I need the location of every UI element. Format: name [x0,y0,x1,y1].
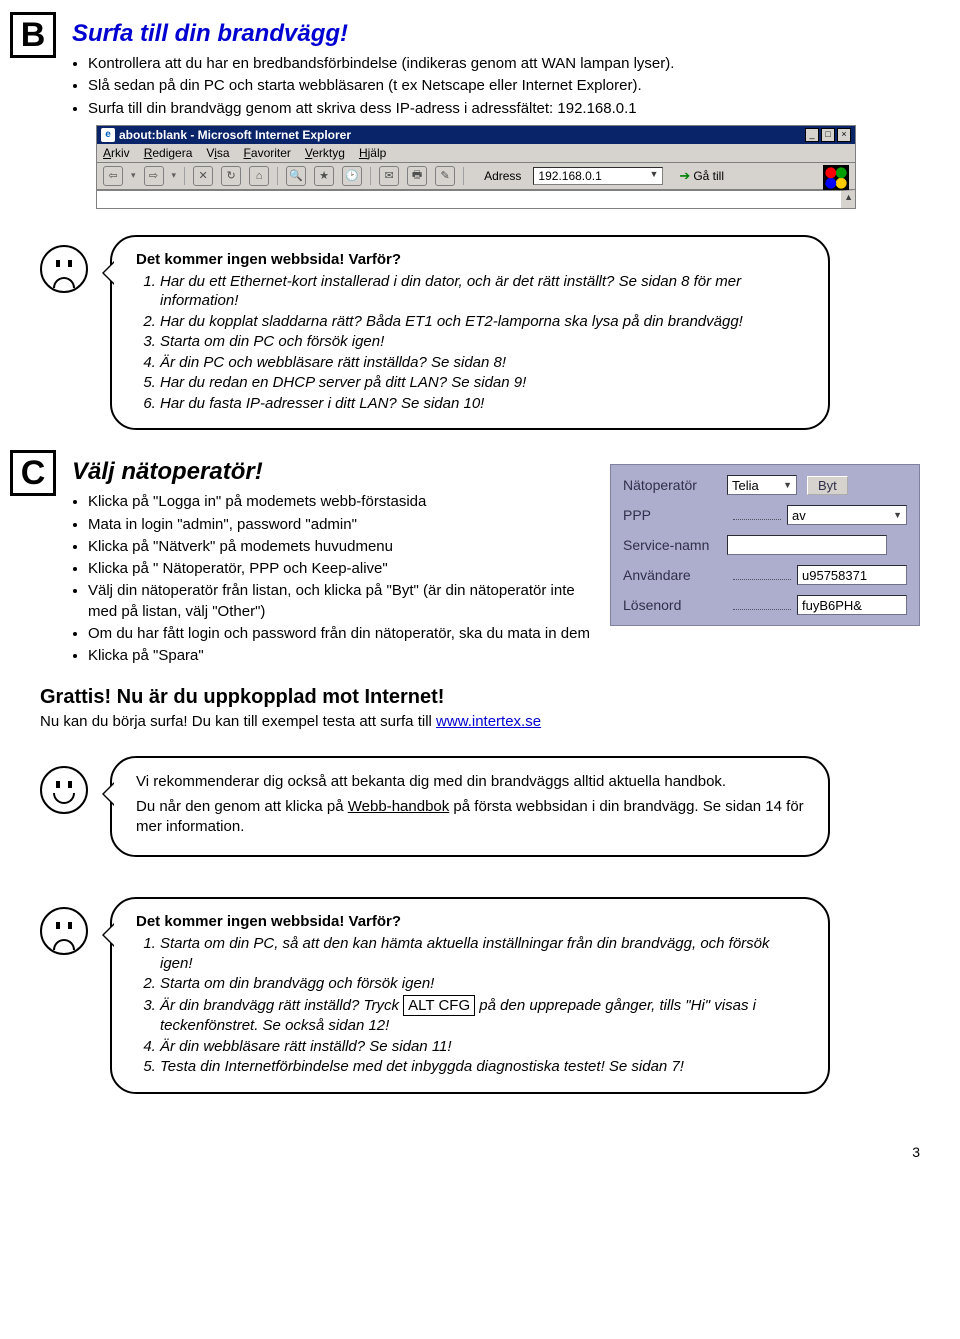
mail-icon[interactable]: ✉ [379,166,399,186]
bullet: Klicka på "Spara" [88,646,594,666]
menu-item[interactable]: Visa [206,146,229,160]
bullet: Slå sedan på din PC och starta webbläsar… [88,76,920,96]
change-button[interactable]: Byt [807,476,848,495]
search-icon[interactable]: 🔍 [286,166,306,186]
list-item: Är din PC och webbläsare rätt inställda?… [160,353,804,373]
bullet: Om du har fått login och password från d… [88,624,594,644]
troubleshoot-bubble-b: Det kommer ingen webbsida! Varför? Har d… [40,235,920,431]
list-item: Starta om din PC, så att den kan hämta a… [160,934,804,973]
bubble-heading: Det kommer ingen webbsida! Varför? [136,913,401,930]
bubble: Det kommer ingen webbsida! Varför? Start… [110,897,830,1094]
section-b-bullets: Kontrollera att du har en bredbandsförbi… [88,54,920,119]
bubble: Vi rekommenderar dig också att bekanta d… [110,756,830,857]
alt-cfg-key: ALT CFG [403,995,475,1017]
bullet: Klicka på "Nätverk" på modemets huvudmen… [88,537,594,557]
menu-item[interactable]: Redigera [144,146,193,160]
edit-icon[interactable]: ✎ [435,166,455,186]
back-icon[interactable]: ⇦ [103,166,123,186]
stop-icon[interactable]: ✕ [193,166,213,186]
netoperator-form: Nätoperatör Telia Byt PPP av Service-nam… [610,464,920,626]
happy-face-icon [40,766,88,814]
section-letter-b: B [10,12,56,58]
section-c-bullets: Klicka på "Logga in" på modemets webb-fö… [88,492,594,666]
bullet: Välj din nätoperatör från listan, och kl… [88,581,594,622]
menu-item[interactable]: Favoriter [244,146,291,160]
windows-logo-icon [823,165,849,191]
form-label: Service-namn [623,537,727,553]
bullet: Kontrollera att du har en bredbandsförbi… [88,54,920,74]
form-label: Nätoperatör [623,477,727,493]
browser-tool-bar: ⇦ ▾ ⇨ ▾ ✕ ↻ ⌂ 🔍 ★ 🕑 ✉ 🖶 ✎ Adress 192.168… [97,163,855,190]
dotted-line [733,600,791,610]
dotted-line [733,510,781,520]
list-item: Är din brandvägg rätt inställd? Tryck AL… [160,995,804,1036]
browser-content-area [97,190,855,208]
section-c: C Välj nätoperatör! Klicka på "Logga in"… [40,458,920,1093]
list-item: Testa din Internetförbindelse med det in… [160,1057,804,1077]
intertex-link[interactable]: www.intertex.se [436,713,541,730]
menu-item[interactable]: Arkiv [103,146,130,160]
list-item: Starta om din brandvägg och försök igen! [160,974,804,994]
list-item: Är din webbläsare rätt inställd? Se sida… [160,1037,804,1057]
ie-icon: e [101,128,115,142]
section-b: B Surfa till din brandvägg! Kontrollera … [40,20,920,430]
operator-select[interactable]: Telia [727,475,797,495]
form-label: Lösenord [623,597,727,613]
list-item: Har du fasta IP-adresser i ditt LAN? Se … [160,394,804,414]
form-label: Användare [623,567,727,583]
password-field[interactable]: fuyB6PH& [797,595,907,615]
section-letter-c: C [10,450,56,496]
home-icon[interactable]: ⌂ [249,166,269,186]
ppp-select[interactable]: av [787,505,907,525]
sad-face-icon [40,245,88,293]
list-item: Starta om din PC och försök igen! [160,332,804,352]
bubble-heading: Det kommer ingen webbsida! Varför? [136,251,401,268]
dotted-line [733,570,791,580]
print-icon[interactable]: 🖶 [407,166,427,186]
username-field[interactable]: u95758371 [797,565,907,585]
list-item: Har du ett Ethernet-kort installerad i d… [160,272,804,311]
sad-face-icon [40,907,88,955]
bullet: Mata in login "admin", password "admin" [88,515,594,535]
minimize-icon[interactable]: _ [805,128,819,142]
favorites-icon[interactable]: ★ [314,166,334,186]
bubble-text: Vi rekommenderar dig också att bekanta d… [136,772,804,792]
list-item: Har du redan en DHCP server på ditt LAN?… [160,373,804,393]
bullet: Klicka på " Nätoperatör, PPP och Keep-al… [88,559,594,579]
menu-item[interactable]: Hjälp [359,146,386,160]
congrats-heading: Grattis! Nu är du uppkopplad mot Interne… [40,686,920,709]
service-name-field[interactable] [727,535,887,555]
menu-item[interactable]: Verktyg [305,146,345,160]
close-icon[interactable]: × [837,128,851,142]
bubble: Det kommer ingen webbsida! Varför? Har d… [110,235,830,431]
section-c-title: Välj nätoperatör! [72,458,594,486]
troubleshoot-bubble-c: Det kommer ingen webbsida! Varför? Start… [40,897,920,1094]
congrats-text: Nu kan du börja surfa! Du kan till exemp… [40,713,920,730]
page-number: 3 [40,1144,920,1160]
webhandbook-link: Webb-handbok [348,798,449,815]
bubble-list: Har du ett Ethernet-kort installerad i d… [142,272,804,414]
bullet: Klicka på "Logga in" på modemets webb-fö… [88,492,594,512]
browser-menu-bar: Arkiv Redigera Visa Favoriter Verktyg Hj… [97,144,855,163]
list-item: Har du kopplat sladdarna rätt? Båda ET1 … [160,312,804,332]
go-button[interactable]: ➔ Gå till [679,168,724,184]
browser-title: about:blank - Microsoft Internet Explore… [119,128,351,142]
bullet: Surfa till din brandvägg genom att skriv… [88,99,920,119]
go-icon: ➔ [679,168,690,184]
section-b-title: Surfa till din brandvägg! [72,20,920,48]
forward-icon[interactable]: ⇨ [144,166,164,186]
maximize-icon[interactable]: □ [821,128,835,142]
browser-title-bar: e about:blank - Microsoft Internet Explo… [97,126,855,144]
form-label: PPP [623,507,727,523]
history-icon[interactable]: 🕑 [342,166,362,186]
bubble-text: Du når den genom att klicka på Webb-hand… [136,797,804,838]
refresh-icon[interactable]: ↻ [221,166,241,186]
bubble-list: Starta om din PC, så att den kan hämta a… [142,934,804,1077]
info-bubble: Vi rekommenderar dig också att bekanta d… [40,756,920,857]
browser-screenshot: e about:blank - Microsoft Internet Explo… [96,125,856,209]
address-label: Adress [484,169,521,183]
address-input[interactable]: 192.168.0.1 ▼ [533,167,663,185]
